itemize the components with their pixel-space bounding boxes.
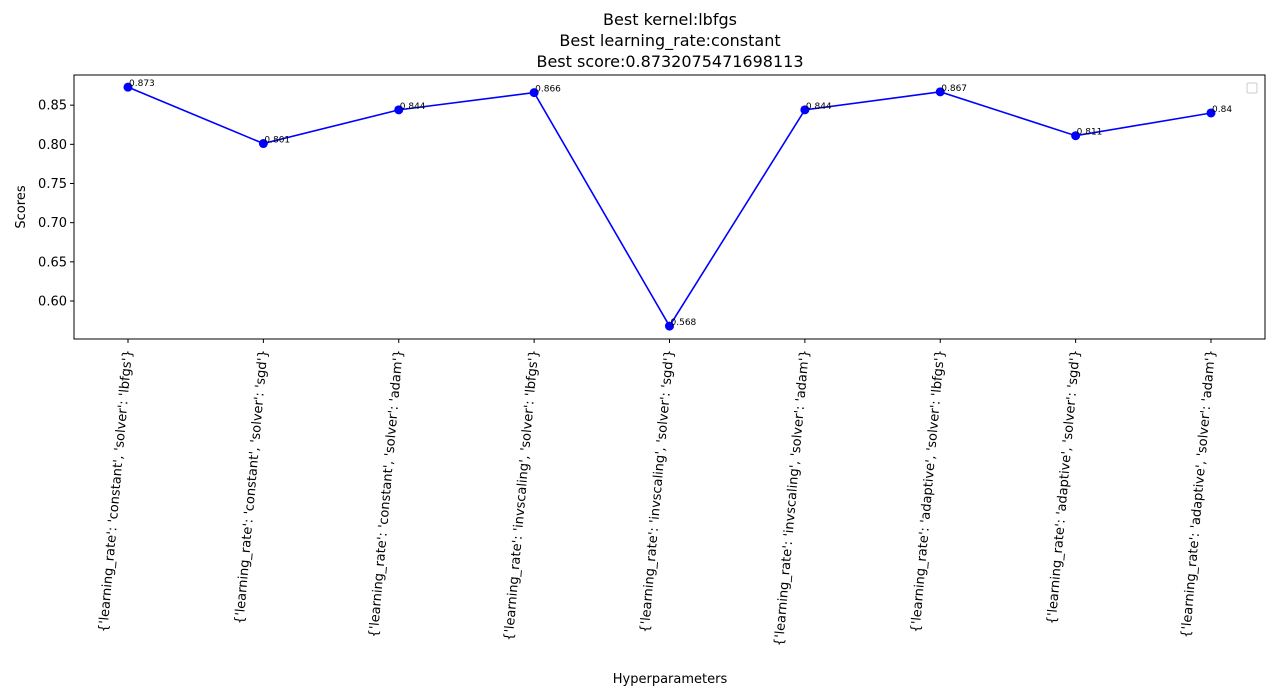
data-label: 0.84 [1212, 105, 1232, 115]
y-tick-label: 0.80 [38, 138, 67, 153]
x-tick-label: {'learning_rate': 'adaptive', 'solver': … [1045, 349, 1084, 625]
chart-title-line-3: Best score:0.8732075471698113 [536, 52, 803, 71]
data-label: 0.844 [400, 102, 426, 112]
x-tick-label: {'learning_rate': 'invscaling', 'solver'… [772, 349, 813, 647]
data-label: 0.801 [264, 136, 290, 146]
data-labels: 0.873 0.801 0.844 0.866 0.568 0.844 0.867 0.811… [129, 79, 1232, 328]
x-axis-label: Hyperparameters [613, 672, 728, 687]
chart-title-line-1: Best kernel:lbfgs [603, 10, 737, 29]
y-tick-label: 0.75 [38, 177, 67, 192]
x-tick-label: {'learning_rate': 'adaptive', 'solver': … [909, 349, 949, 633]
chart-title: Best kernel:lbfgs Best learning_rate:con… [536, 10, 803, 71]
data-label: 0.568 [671, 318, 697, 328]
data-point [529, 88, 539, 98]
data-point [665, 321, 674, 331]
series-markers [123, 82, 1216, 331]
data-point [935, 87, 945, 97]
data-point [800, 105, 810, 115]
data-label: 0.873 [129, 79, 155, 89]
data-point [1206, 108, 1216, 118]
data-point [123, 82, 133, 92]
y-tick-label: 0.70 [38, 216, 67, 231]
y-tick-label: 0.85 [38, 99, 67, 114]
y-tick-label: 0.60 [38, 295, 67, 310]
plot-area [73, 74, 1266, 340]
y-axis-label: Scores [14, 185, 29, 228]
x-tick-label: {'learning_rate': 'constant', 'solver': … [367, 349, 407, 638]
data-label: 0.811 [1077, 128, 1103, 138]
data-point [394, 105, 404, 115]
x-tick-label: {'learning_rate': 'constant', 'solver': … [96, 349, 136, 633]
data-label: 0.844 [806, 102, 832, 112]
x-tick-label: {'learning_rate': 'constant', 'solver': … [232, 349, 271, 625]
x-tick-label: {'learning_rate': 'invscaling', 'solver'… [638, 349, 678, 633]
chart-title-line-2: Best learning_rate:constant [559, 31, 780, 51]
legend-box [1246, 82, 1258, 94]
data-point [258, 139, 268, 149]
series-line [127, 86, 1212, 328]
x-tick-label: {'learning_rate': 'adaptive', 'solver': … [1179, 349, 1219, 639]
data-label: 0.867 [941, 84, 967, 94]
data-label: 0.866 [535, 85, 561, 95]
y-axis: 0.60 0.65 0.70 0.75 0.80 0.85 [38, 99, 74, 310]
y-tick-label: 0.65 [38, 255, 67, 270]
x-tick-label: {'learning_rate': 'invscaling', 'solver'… [502, 349, 542, 642]
x-axis: {'learning_rate': 'constant', 'solver': … [96, 339, 1219, 647]
data-point [1071, 131, 1081, 141]
